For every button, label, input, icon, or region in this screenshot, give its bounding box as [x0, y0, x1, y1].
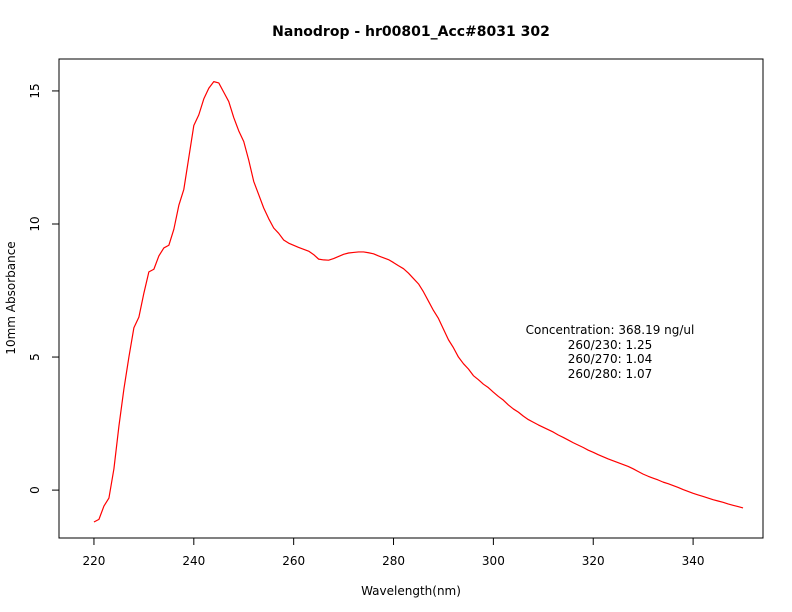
chart-title: Nanodrop - hr00801_Acc#8031 302 — [272, 24, 550, 40]
absorbance-series-line — [93, 81, 744, 523]
y-tick-label: 0 — [28, 486, 42, 494]
y-axis: 0 5 10 15 — [28, 83, 60, 494]
x-tick-label: 340 — [682, 554, 705, 568]
concentration-annotation: Concentration: 368.19 ng/ul — [526, 323, 695, 337]
x-tick-label: 320 — [582, 554, 605, 568]
y-axis-label: 10mm Absorbance — [4, 241, 18, 354]
x-tick-label: 280 — [382, 554, 405, 568]
x-axis: 220 240 260 280 300 320 340 — [82, 537, 705, 568]
y-tick-label: 10 — [28, 216, 42, 231]
series-layer — [93, 81, 744, 523]
ratio-260-230-annotation: 260/230: 1.25 — [568, 338, 652, 352]
plot-frame — [58, 58, 764, 539]
x-tick-label: 300 — [482, 554, 505, 568]
ratio-260-280-annotation: 260/280: 1.07 — [568, 367, 652, 381]
y-tick-label: 5 — [28, 353, 42, 361]
x-tick-label: 240 — [182, 554, 205, 568]
x-axis-label: Wavelength(nm) — [361, 584, 461, 598]
x-tick-label: 220 — [82, 554, 105, 568]
x-tick-label: 260 — [282, 554, 305, 568]
ratio-260-270-annotation: 260/270: 1.04 — [568, 352, 652, 366]
y-tick-label: 15 — [28, 83, 42, 98]
annotation-block: Concentration: 368.19 ng/ul 260/230: 1.2… — [526, 323, 695, 381]
